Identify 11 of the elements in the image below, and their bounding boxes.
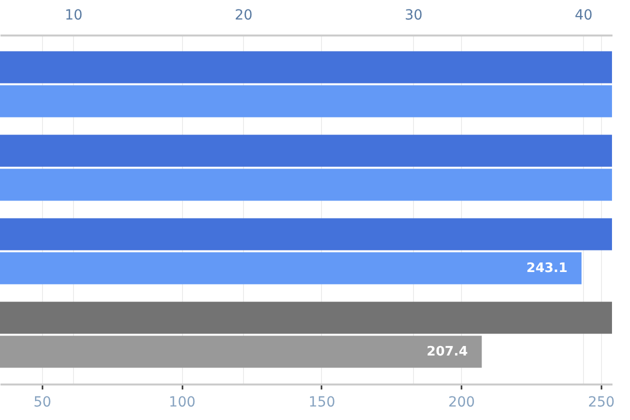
x-tick-label: 200 — [448, 394, 475, 410]
x2-tick-label: 10 — [64, 8, 83, 24]
x2-tick-label: 20 — [234, 8, 253, 24]
x-tick-label: 150 — [308, 394, 336, 410]
data-label: 207.4 — [426, 344, 468, 360]
x-tick-label: 100 — [168, 394, 196, 410]
x2-tick-label: 30 — [404, 8, 423, 24]
x-tick-label: 250 — [588, 394, 615, 410]
data-label: 243.1 — [526, 261, 568, 276]
x2-tick-label: 40 — [574, 8, 593, 24]
x-tick-label: 50 — [34, 394, 52, 410]
